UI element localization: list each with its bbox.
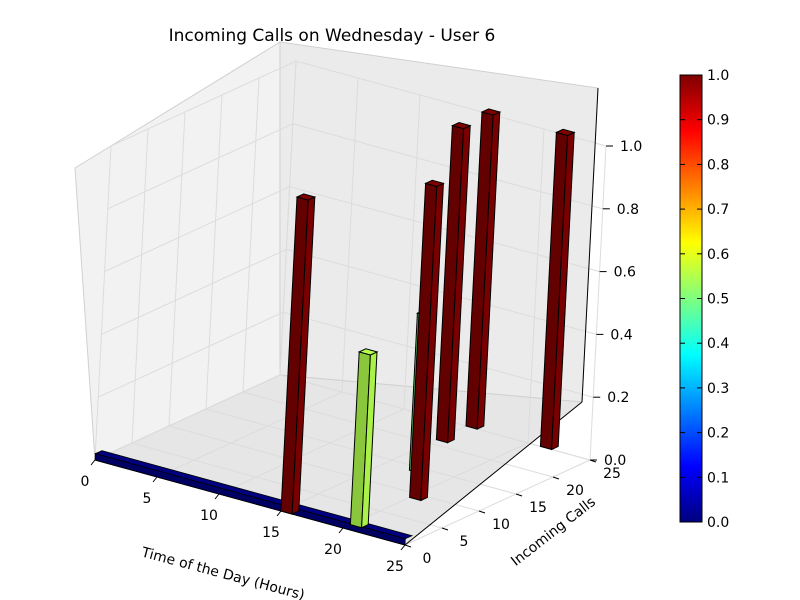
colorbar-tick-label: 0.1 — [707, 470, 729, 486]
y-tick-label: 25 — [603, 466, 621, 482]
colorbar-tick-label: 0.5 — [707, 292, 729, 308]
bar-top — [450, 121, 472, 130]
x-tick-label: 0 — [81, 474, 90, 490]
x-tick-mark — [90, 459, 96, 466]
colorbar-tick-label: 0.7 — [707, 202, 729, 218]
x-tick-label: 10 — [200, 508, 218, 524]
y-tick-mark — [515, 493, 523, 497]
chart-title: Incoming Calls on Wednesday - User 6 — [169, 26, 496, 46]
x-tick-label: 25 — [386, 559, 404, 575]
y-tick-mark — [478, 510, 486, 514]
x-tick-mark — [338, 527, 344, 534]
y-tick-label: 10 — [492, 517, 510, 533]
x-axis-label: Time of the Day (Hours) — [139, 544, 307, 600]
colorbar: 0.0 0.1 0.2 0.3 0.4 0.5 0.6 0.7 0.8 0.9 1.0 — [679, 68, 729, 531]
y-tick-label: 15 — [529, 500, 547, 516]
y-tick-mark — [404, 544, 412, 548]
x-tick-label: 20 — [324, 542, 342, 558]
colorbar-tick-label: 1.0 — [707, 68, 729, 84]
colorbar-tick-label: 0.9 — [707, 113, 729, 129]
axes-3d — [74, 41, 607, 546]
bar-top — [295, 193, 317, 201]
colorbar-tick-label: 0.2 — [707, 426, 729, 442]
bar-top — [554, 128, 576, 137]
y-tick-mark — [441, 527, 449, 531]
y-tick-label: 5 — [460, 534, 469, 550]
x-tick-mark — [400, 544, 406, 551]
x-tick-mark — [152, 476, 158, 483]
grid-line-z — [107, 123, 603, 210]
bar-top — [480, 108, 502, 116]
y-tick-label: 0 — [423, 551, 432, 567]
x-tick-mark — [214, 493, 220, 500]
y-tick-label: 20 — [566, 483, 584, 499]
grid-line-z — [101, 248, 597, 335]
x-tick-label: 15 — [262, 525, 280, 541]
bar-top — [357, 348, 379, 356]
z-tick-label: 0.8 — [617, 202, 639, 218]
colorbar-ticks: 0.0 0.1 0.2 0.3 0.4 0.5 0.6 0.7 0.8 0.9 1.0 — [680, 68, 729, 531]
y-tick-mark — [552, 476, 560, 480]
z-tick-label: 0.6 — [614, 265, 636, 281]
z-tick-label: 0.0 — [604, 453, 626, 469]
y-axis-label: Incoming Calls — [508, 494, 599, 570]
z-axis-line — [581, 87, 599, 403]
z-tick-label: 0.2 — [607, 390, 629, 406]
colorbar-tick-label: 0.6 — [707, 247, 729, 263]
grid-line-z — [97, 311, 594, 398]
bars — [94, 108, 576, 546]
x-tick-mark — [276, 510, 282, 517]
colorbar-tick-label: 0.3 — [707, 381, 729, 397]
baseline-bar-front — [94, 453, 406, 546]
colorbar-tick-label: 0.0 — [707, 515, 729, 531]
grid-line-z — [94, 374, 591, 461]
grid-line-z — [104, 186, 600, 273]
x-tick-label: 5 — [143, 491, 152, 507]
z-tick-label: 1.0 — [620, 139, 642, 155]
bar-top — [424, 179, 445, 188]
colorbar-tick-label: 0.4 — [707, 336, 729, 352]
grid-line-z — [110, 60, 607, 147]
z-tick-label: 0.4 — [610, 327, 632, 343]
colorbar-tick-label: 0.8 — [707, 157, 729, 173]
